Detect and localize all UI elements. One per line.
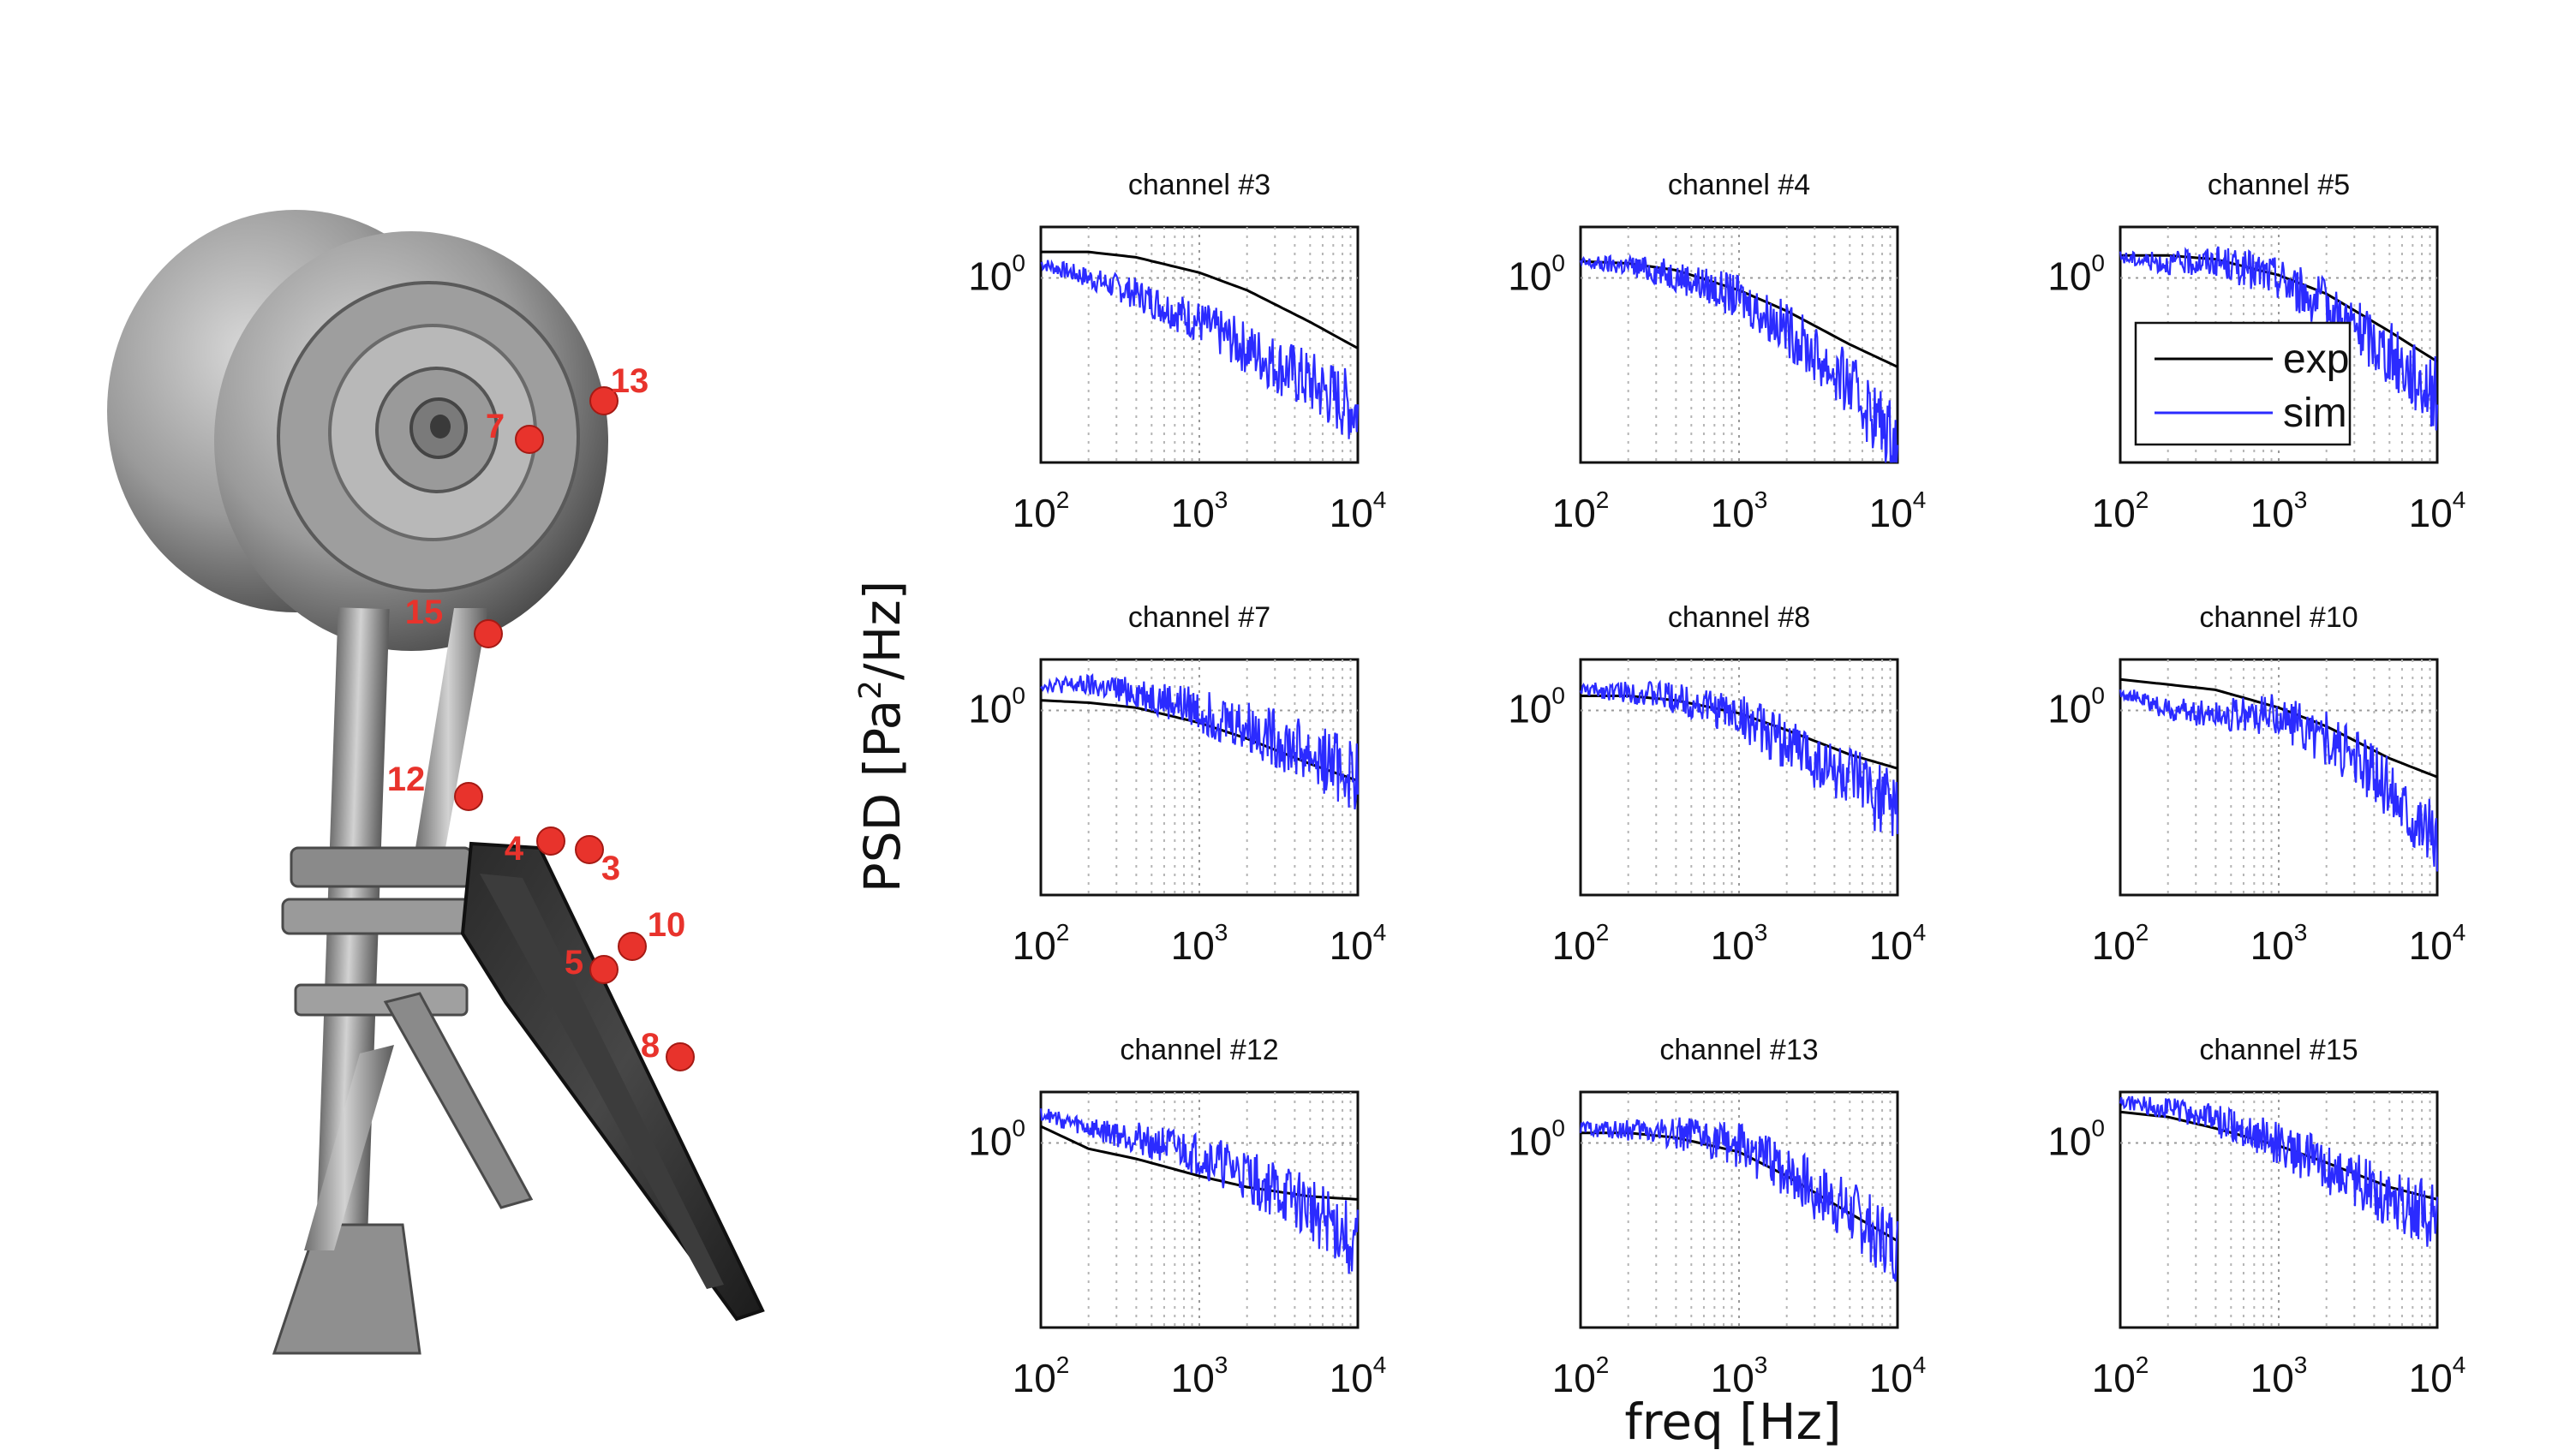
main-strut [272,607,534,1355]
chart-title: channel #12 [1120,1034,1278,1066]
chart-title: channel #13 [1659,1034,1818,1066]
series-line-sim [1040,672,1360,810]
sensor-markers: 13 7 15 12 4 3 10 5 8 [387,362,695,1071]
chart-panel: channel #7 100 102 103 104 [968,601,1386,968]
x-tick-label: 103 [1171,486,1228,535]
sensor-label-13: 13 [611,362,649,400]
series-line-sim [1040,259,1360,439]
x-tick-label: 103 [1171,919,1228,968]
sensor-label-3: 3 [601,850,620,887]
sensor-marker-3 [575,835,604,864]
y-tick-label: 100 [968,1114,1025,1163]
sensor-label-15: 15 [405,594,444,631]
series-line-exp [1041,250,1359,349]
chart-panels: channel #3 100 102 103 104 channel #4 100 102 10… [968,169,2465,1400]
legend-label-sim: sim [2283,391,2347,436]
chart-panel: channel #12 100 102 103 104 [968,1034,1386,1400]
y-axis-title: PSD [Pa2/Hz] [853,581,911,893]
y-tick-label: 100 [2047,1114,2105,1163]
y-tick-label: 100 [968,249,1025,298]
x-tick-label: 102 [1013,486,1070,535]
sensor-label-4: 4 [505,830,524,868]
legend-label-exp: exp [2283,337,2349,382]
chart-panel: channel #13 100 102 103 104 [1508,1034,1926,1400]
x-tick-label: 102 [2092,919,2149,968]
x-tick-label: 104 [2409,919,2466,968]
sensor-marker-10 [618,932,647,961]
front-tire [214,231,608,651]
chart-title: channel #3 [1128,169,1270,201]
x-tick-label: 104 [2409,1352,2466,1400]
series-line-sim [2119,246,2439,431]
series-line-sim [2119,689,2439,872]
chart-title: channel #8 [1668,601,1810,634]
x-tick-label: 103 [2250,919,2308,968]
series-line-sim [1579,254,1899,463]
x-tick-label: 102 [1013,1352,1070,1400]
y-tick-label: 100 [2047,249,2105,298]
sensor-marker-13 [589,386,619,415]
x-tick-label: 102 [2092,486,2149,535]
sensor-label-12: 12 [387,761,426,798]
sensor-label-8: 8 [641,1027,660,1065]
x-tick-label: 102 [1552,919,1610,968]
chart-title: channel #10 [2199,601,2358,634]
x-tick-label: 104 [1869,1352,1927,1400]
x-tick-label: 102 [1552,486,1610,535]
legend-box [2134,321,2352,446]
chart-title: channel #5 [2208,169,2350,201]
sensor-marker-8 [666,1042,695,1071]
y-tick-label: 100 [2047,682,2105,731]
x-tick-label: 103 [1711,1352,1768,1400]
x-tick-label: 104 [1330,486,1387,535]
sensor-marker-12 [454,782,483,811]
chart-panel: channel #3 100 102 103 104 [968,169,1386,535]
x-tick-label: 104 [1869,486,1927,535]
series-line-sim [1579,679,1899,837]
x-tick-label: 103 [1711,919,1768,968]
x-tick-label: 103 [1711,486,1768,535]
sensor-marker-4 [536,826,565,856]
sensor-marker-7 [515,425,544,454]
landing-gear-illustration: 13 7 15 12 4 3 10 5 8 [107,210,765,1355]
x-tick-label: 104 [2409,486,2466,535]
series-line-exp [2119,677,2438,779]
chart-title: channel #4 [1668,169,1810,201]
series-line-sim [1039,1108,1360,1274]
chart-title: channel #15 [2199,1034,2358,1066]
series-line-sim [1579,1117,1899,1282]
sensor-label-7: 7 [486,408,505,445]
x-tick-label: 102 [1013,919,1070,968]
chart-panel: channel #10 100 102 103 104 [2047,601,2465,968]
x-tick-label: 102 [1552,1352,1610,1400]
chart-panel: channel #5 100 102 103 104 exp sim [2047,169,2465,535]
x-tick-label: 103 [1171,1352,1228,1400]
y-tick-label: 100 [968,682,1025,731]
x-axis-title: freq [Hz] [1624,1393,1841,1451]
legend: exp sim [2134,321,2352,446]
psd-chart-grid: PSD [Pa2/Hz] freq [Hz] channel #3 100 102 1… [853,169,2465,1451]
chart-panel: channel #15 100 102 103 104 [2047,1034,2465,1400]
x-tick-label: 103 [2250,1352,2308,1400]
x-tick-label: 103 [2250,486,2308,535]
sensor-marker-5 [589,955,619,984]
y-tick-label: 100 [1508,249,1565,298]
chart-title: channel #7 [1128,601,1270,634]
x-tick-label: 104 [1869,919,1927,968]
x-tick-label: 104 [1330,919,1387,968]
x-tick-label: 104 [1330,1352,1387,1400]
sensor-label-5: 5 [565,944,583,982]
series-line-sim [2119,1095,2439,1247]
chart-panel: channel #4 100 102 103 104 [1508,169,1926,535]
chart-panel: channel #8 100 102 103 104 [1508,601,1926,968]
sensor-label-10: 10 [648,906,686,944]
y-tick-label: 100 [1508,1114,1565,1163]
gear-door [460,841,765,1322]
x-tick-label: 102 [2092,1352,2149,1400]
sensor-marker-15 [474,619,503,648]
y-tick-label: 100 [1508,682,1565,731]
